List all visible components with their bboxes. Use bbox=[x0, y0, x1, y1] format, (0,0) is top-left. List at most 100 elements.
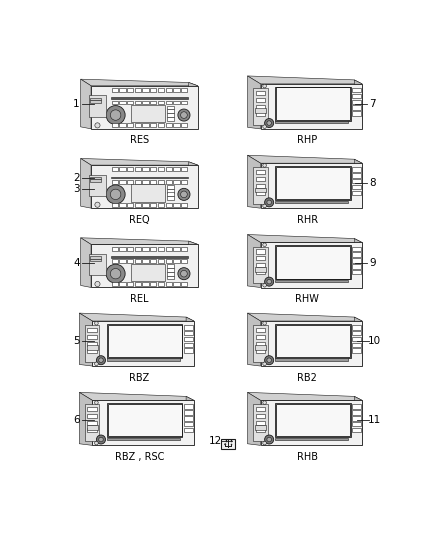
Bar bbox=[352, 167, 361, 172]
Text: RBZ , RSC: RBZ , RSC bbox=[115, 452, 164, 462]
Bar bbox=[111, 177, 188, 179]
Bar bbox=[150, 167, 156, 171]
Circle shape bbox=[178, 268, 190, 280]
Bar bbox=[352, 422, 361, 426]
Bar bbox=[150, 282, 156, 286]
Bar bbox=[135, 123, 141, 127]
Bar bbox=[158, 101, 164, 104]
Bar bbox=[184, 325, 193, 329]
Polygon shape bbox=[79, 392, 92, 446]
Bar bbox=[352, 106, 361, 110]
Text: 2: 2 bbox=[73, 173, 80, 183]
Bar bbox=[255, 91, 265, 95]
Bar bbox=[158, 260, 164, 263]
Circle shape bbox=[263, 125, 266, 128]
Text: 4: 4 bbox=[73, 257, 80, 268]
Bar bbox=[184, 349, 193, 353]
Bar bbox=[275, 438, 348, 440]
Polygon shape bbox=[354, 80, 362, 129]
Bar bbox=[111, 98, 188, 99]
Circle shape bbox=[180, 191, 187, 198]
Circle shape bbox=[99, 437, 103, 442]
Bar bbox=[150, 180, 156, 184]
Bar bbox=[276, 166, 351, 200]
Bar bbox=[352, 173, 361, 177]
Bar bbox=[167, 192, 174, 196]
Text: 6: 6 bbox=[73, 415, 80, 425]
Polygon shape bbox=[247, 313, 362, 321]
Bar bbox=[184, 416, 193, 421]
Bar bbox=[261, 163, 362, 208]
Bar bbox=[108, 404, 182, 437]
Bar bbox=[352, 253, 361, 257]
Polygon shape bbox=[247, 155, 261, 208]
Bar bbox=[166, 247, 172, 251]
Bar bbox=[120, 260, 126, 263]
Bar bbox=[87, 414, 97, 418]
Polygon shape bbox=[247, 235, 362, 243]
Circle shape bbox=[178, 188, 190, 200]
Bar bbox=[276, 87, 351, 120]
Bar bbox=[131, 184, 165, 201]
Polygon shape bbox=[189, 83, 198, 129]
Bar bbox=[106, 358, 180, 361]
Bar bbox=[91, 177, 101, 180]
Bar bbox=[150, 88, 156, 92]
Bar bbox=[167, 117, 174, 121]
Bar bbox=[261, 243, 362, 287]
Bar bbox=[112, 203, 118, 206]
Bar bbox=[276, 87, 350, 120]
Text: 3: 3 bbox=[73, 184, 80, 193]
Text: 11: 11 bbox=[367, 415, 381, 425]
Bar bbox=[352, 343, 361, 347]
Circle shape bbox=[265, 435, 274, 444]
Circle shape bbox=[265, 356, 274, 365]
Polygon shape bbox=[81, 158, 198, 165]
Bar bbox=[255, 170, 265, 174]
Bar bbox=[184, 337, 193, 341]
Bar bbox=[255, 328, 265, 332]
Bar bbox=[120, 88, 126, 92]
Bar bbox=[352, 111, 361, 116]
Bar bbox=[87, 349, 97, 353]
Polygon shape bbox=[81, 238, 198, 245]
Circle shape bbox=[95, 362, 98, 366]
Bar bbox=[254, 405, 268, 441]
Bar bbox=[352, 179, 361, 183]
Bar bbox=[173, 123, 180, 127]
Bar bbox=[261, 84, 362, 129]
Text: 10: 10 bbox=[367, 336, 381, 346]
Polygon shape bbox=[79, 313, 194, 321]
Circle shape bbox=[263, 362, 266, 366]
Bar bbox=[173, 260, 180, 263]
Bar bbox=[85, 405, 99, 441]
Text: 12: 12 bbox=[208, 436, 222, 446]
Text: RBZ: RBZ bbox=[129, 373, 149, 383]
Bar bbox=[135, 101, 141, 104]
Circle shape bbox=[110, 110, 121, 120]
Circle shape bbox=[267, 121, 272, 125]
Bar bbox=[255, 256, 265, 261]
Bar bbox=[127, 167, 134, 171]
Bar bbox=[173, 282, 180, 286]
Bar bbox=[91, 259, 101, 261]
Circle shape bbox=[95, 123, 100, 128]
Circle shape bbox=[99, 358, 103, 362]
Bar bbox=[91, 179, 101, 182]
Text: RHP: RHP bbox=[297, 135, 318, 146]
Bar bbox=[276, 403, 351, 437]
Bar bbox=[173, 203, 180, 206]
Bar bbox=[120, 203, 126, 206]
Bar bbox=[173, 88, 180, 92]
Circle shape bbox=[95, 202, 100, 207]
Bar bbox=[127, 123, 134, 127]
Bar bbox=[181, 282, 187, 286]
Bar bbox=[158, 123, 164, 127]
Bar bbox=[276, 324, 351, 358]
Bar bbox=[120, 123, 126, 127]
Bar bbox=[184, 428, 193, 432]
Bar bbox=[352, 191, 361, 195]
Bar bbox=[91, 256, 101, 259]
Bar bbox=[352, 410, 361, 415]
Bar bbox=[352, 428, 361, 432]
